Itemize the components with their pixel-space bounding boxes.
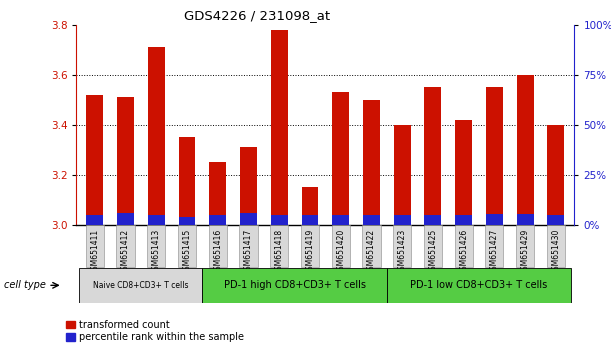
Bar bbox=[455, 215, 472, 225]
Bar bbox=[240, 225, 258, 267]
Bar bbox=[202, 268, 387, 303]
Bar bbox=[271, 215, 288, 225]
Bar bbox=[271, 30, 288, 225]
Text: GSM651417: GSM651417 bbox=[244, 229, 253, 275]
Bar bbox=[424, 225, 442, 267]
Bar bbox=[332, 215, 349, 225]
Bar bbox=[117, 225, 134, 267]
Bar bbox=[240, 147, 257, 225]
Bar bbox=[302, 187, 318, 225]
Bar bbox=[517, 214, 533, 225]
Text: GSM651413: GSM651413 bbox=[152, 229, 161, 275]
Bar bbox=[178, 137, 196, 225]
Bar bbox=[332, 225, 349, 267]
Bar bbox=[486, 214, 503, 225]
Bar bbox=[393, 215, 411, 225]
Text: PD-1 high CD8+CD3+ T cells: PD-1 high CD8+CD3+ T cells bbox=[224, 280, 365, 290]
Text: GSM651425: GSM651425 bbox=[428, 229, 437, 275]
Bar bbox=[210, 215, 226, 225]
Bar bbox=[547, 125, 565, 225]
Bar bbox=[240, 213, 257, 225]
Bar bbox=[486, 87, 503, 225]
Text: GSM651411: GSM651411 bbox=[90, 229, 100, 275]
Text: GSM651420: GSM651420 bbox=[336, 229, 345, 275]
Bar bbox=[362, 225, 381, 267]
Text: GSM651426: GSM651426 bbox=[459, 229, 468, 275]
Text: GSM651429: GSM651429 bbox=[521, 229, 530, 275]
Bar bbox=[301, 225, 319, 267]
Bar bbox=[210, 162, 226, 225]
Text: GSM651430: GSM651430 bbox=[551, 229, 560, 275]
Bar bbox=[178, 225, 196, 267]
Text: GSM651427: GSM651427 bbox=[490, 229, 499, 275]
Bar bbox=[425, 87, 441, 225]
Bar bbox=[363, 215, 380, 225]
Text: GSM651423: GSM651423 bbox=[398, 229, 407, 275]
Text: GSM651412: GSM651412 bbox=[121, 229, 130, 275]
Bar bbox=[147, 225, 166, 267]
Text: GSM651418: GSM651418 bbox=[275, 229, 284, 275]
Bar bbox=[547, 225, 565, 267]
Text: PD-1 low CD8+CD3+ T cells: PD-1 low CD8+CD3+ T cells bbox=[411, 280, 547, 290]
Text: cell type: cell type bbox=[4, 280, 46, 290]
Text: GSM651422: GSM651422 bbox=[367, 229, 376, 275]
Bar bbox=[209, 225, 227, 267]
Bar bbox=[79, 268, 202, 303]
Bar bbox=[387, 268, 571, 303]
Bar bbox=[148, 47, 165, 225]
Bar bbox=[455, 120, 472, 225]
Text: Naive CD8+CD3+ T cells: Naive CD8+CD3+ T cells bbox=[93, 281, 189, 290]
Bar bbox=[393, 125, 411, 225]
Text: GDS4226 / 231098_at: GDS4226 / 231098_at bbox=[183, 9, 330, 22]
Bar bbox=[302, 215, 318, 225]
Bar bbox=[270, 225, 288, 267]
Bar bbox=[363, 100, 380, 225]
Bar bbox=[148, 215, 165, 225]
Bar bbox=[547, 215, 565, 225]
Legend: transformed count, percentile rank within the sample: transformed count, percentile rank withi… bbox=[66, 320, 244, 342]
Bar bbox=[485, 225, 503, 267]
Bar bbox=[425, 215, 441, 225]
Bar bbox=[86, 95, 103, 225]
Bar bbox=[117, 97, 134, 225]
Bar bbox=[332, 92, 349, 225]
Text: GSM651416: GSM651416 bbox=[213, 229, 222, 275]
Bar bbox=[86, 225, 104, 267]
Bar bbox=[517, 75, 533, 225]
Bar bbox=[393, 225, 411, 267]
Bar bbox=[86, 215, 103, 225]
Bar bbox=[455, 225, 473, 267]
Bar bbox=[117, 213, 134, 225]
Text: GSM651415: GSM651415 bbox=[183, 229, 191, 275]
Text: GSM651419: GSM651419 bbox=[306, 229, 315, 275]
Bar bbox=[178, 217, 196, 225]
Bar bbox=[516, 225, 534, 267]
